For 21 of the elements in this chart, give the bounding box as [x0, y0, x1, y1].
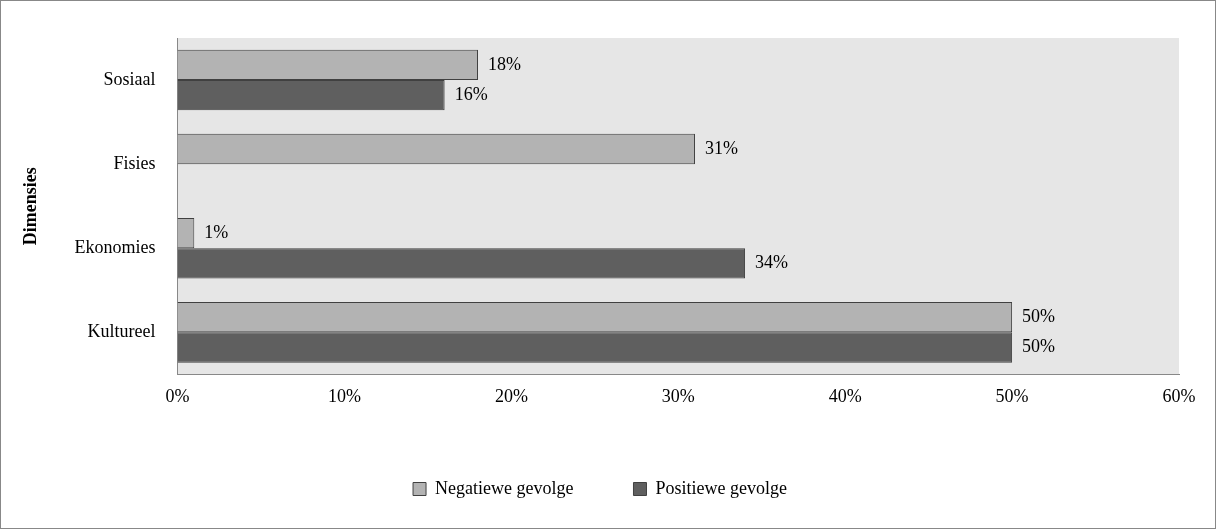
- data-label: 1%: [204, 221, 229, 242]
- y-axis-title: Dimensies: [20, 167, 41, 246]
- x-tick-label: 50%: [995, 385, 1029, 406]
- y-tick-label: Kultureel: [87, 321, 156, 342]
- data-label: 31%: [704, 137, 738, 158]
- data-label: 50%: [1022, 336, 1056, 357]
- y-tick-label: Sosiaal: [103, 68, 156, 89]
- y-tick-label: Ekonomies: [74, 236, 156, 257]
- x-tick-label: 20%: [494, 385, 528, 406]
- y-tick-label: Fisies: [113, 152, 156, 173]
- x-tick-label: 0%: [165, 385, 190, 406]
- x-tick-label: 30%: [661, 385, 695, 406]
- x-tick-label: 60%: [1162, 385, 1196, 406]
- data-label: 16%: [454, 83, 488, 104]
- data-label: 18%: [488, 53, 522, 74]
- data-label: 34%: [755, 252, 789, 273]
- x-tick-label: 10%: [327, 385, 361, 406]
- legend-label: Positiewe gevolge: [655, 477, 787, 498]
- data-label: 50%: [1022, 305, 1056, 326]
- x-tick-label: 40%: [828, 385, 862, 406]
- legend-label: Negatiewe gevolge: [435, 477, 574, 498]
